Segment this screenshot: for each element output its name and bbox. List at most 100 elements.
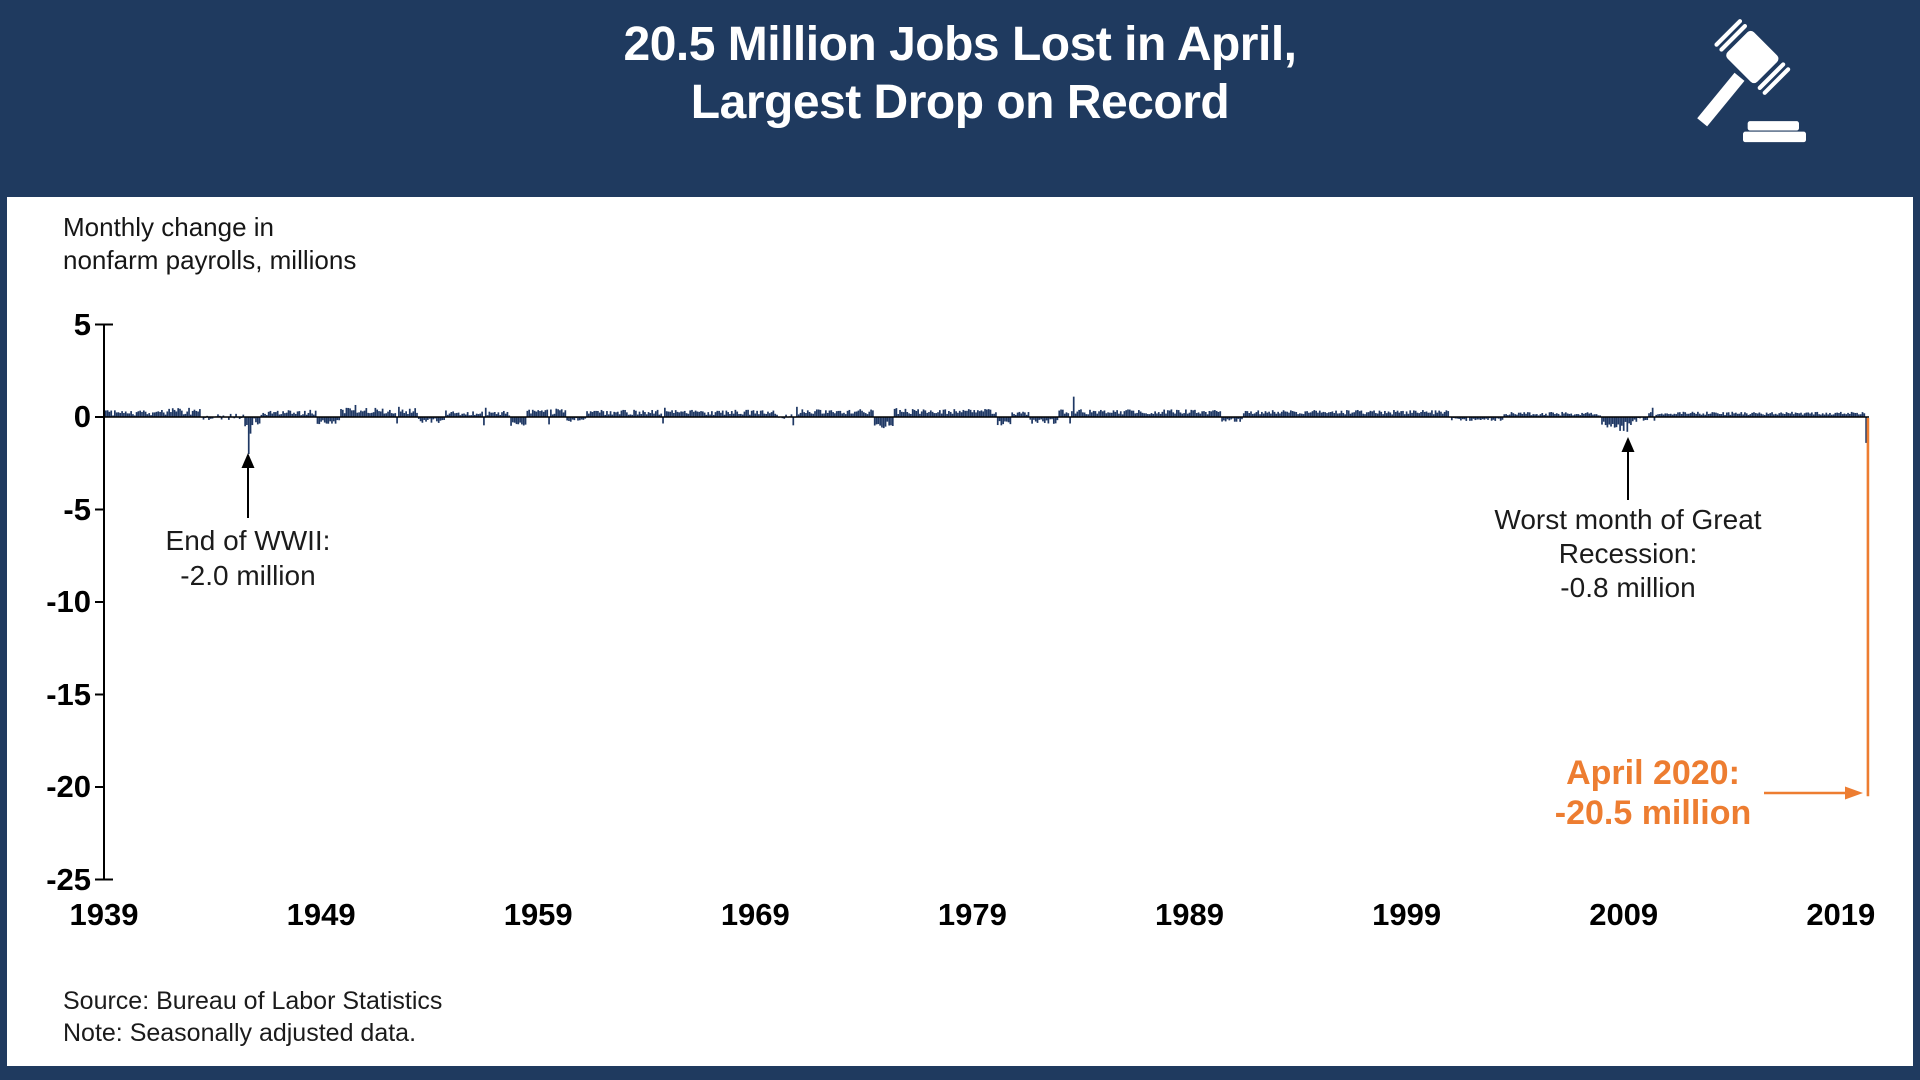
payroll-bar bbox=[358, 412, 360, 417]
payroll-bar bbox=[1821, 413, 1824, 417]
payroll-bar bbox=[817, 409, 820, 417]
payroll-bar bbox=[560, 409, 563, 417]
payroll-bar bbox=[303, 410, 306, 417]
payroll-bar bbox=[1720, 414, 1723, 417]
payroll-bar bbox=[589, 411, 592, 417]
payroll-bar bbox=[1159, 413, 1162, 417]
payroll-bar bbox=[1456, 417, 1459, 419]
payroll-bar bbox=[644, 412, 646, 417]
payroll-bar bbox=[1586, 412, 1589, 417]
payroll-bar bbox=[691, 409, 693, 417]
payroll-bar bbox=[1337, 413, 1339, 417]
payroll-bar bbox=[110, 410, 113, 417]
payroll-bar bbox=[1289, 410, 1292, 417]
payroll-bar bbox=[1832, 414, 1835, 417]
payroll-bar bbox=[1863, 413, 1866, 417]
payroll-bar bbox=[137, 411, 140, 417]
payroll-bar bbox=[910, 413, 912, 417]
payroll-bar bbox=[347, 407, 350, 417]
payroll-bar bbox=[1014, 414, 1017, 417]
payroll-bar bbox=[426, 417, 429, 420]
payroll-bar bbox=[1076, 411, 1079, 417]
payroll-bar bbox=[1763, 414, 1766, 417]
payroll-bar bbox=[1114, 411, 1117, 417]
payroll-bar bbox=[1255, 412, 1258, 417]
payroll-bar bbox=[1671, 414, 1674, 417]
payroll-bar bbox=[1071, 411, 1073, 417]
annotation-recession-line-3: -0.8 million bbox=[1560, 572, 1696, 603]
payroll-bar bbox=[1794, 412, 1797, 417]
payroll-bar bbox=[1481, 417, 1484, 420]
payroll-bar bbox=[707, 412, 710, 417]
payroll-bar bbox=[515, 417, 518, 425]
payroll-bar bbox=[674, 410, 677, 417]
payroll-bar bbox=[421, 417, 424, 423]
payroll-bar bbox=[814, 411, 816, 417]
payroll-bar bbox=[620, 410, 623, 417]
payroll-bar bbox=[692, 411, 695, 417]
payroll-bar bbox=[338, 417, 341, 421]
payroll-bar bbox=[1241, 417, 1243, 420]
payroll-bar bbox=[208, 417, 210, 420]
payroll-bar bbox=[1389, 412, 1392, 417]
payroll-bar bbox=[1642, 417, 1645, 421]
payroll-bar bbox=[1004, 417, 1006, 422]
payroll-bar bbox=[280, 414, 283, 417]
payroll-bar bbox=[1521, 413, 1524, 417]
payroll-bar bbox=[533, 410, 536, 417]
payroll-bar bbox=[1662, 414, 1665, 417]
payroll-bar bbox=[374, 407, 377, 417]
payroll-bar bbox=[361, 411, 364, 417]
payroll-bar bbox=[1154, 411, 1156, 417]
payroll-bar bbox=[973, 410, 976, 417]
payroll-bar bbox=[1148, 414, 1151, 417]
payroll-bar bbox=[989, 409, 992, 417]
payroll-bar bbox=[282, 411, 284, 417]
payroll-bar bbox=[1747, 414, 1750, 417]
payroll-bar bbox=[1270, 413, 1272, 417]
payroll-bar bbox=[436, 417, 438, 422]
payroll-bar bbox=[1118, 413, 1120, 417]
payroll-bar bbox=[1820, 414, 1822, 417]
payroll-bar bbox=[521, 417, 523, 425]
payroll-bar bbox=[1109, 412, 1111, 417]
annotation-recession-line-1: Worst month of Great bbox=[1494, 504, 1762, 535]
payroll-bar bbox=[1847, 412, 1849, 417]
annotation-wwii: End of WWII: -2.0 million bbox=[138, 523, 358, 593]
payroll-bar bbox=[369, 413, 371, 417]
payroll-bar bbox=[1744, 412, 1746, 417]
payroll-bar bbox=[405, 411, 407, 417]
payroll-bar bbox=[1450, 417, 1453, 421]
payroll-bar bbox=[345, 407, 348, 417]
payroll-bar bbox=[1259, 414, 1261, 417]
payroll-bar bbox=[960, 412, 963, 417]
payroll-bar bbox=[1002, 417, 1005, 425]
payroll-bar bbox=[825, 410, 827, 417]
payroll-bar bbox=[1590, 412, 1592, 417]
payroll-bar bbox=[446, 414, 449, 417]
payroll-bar bbox=[1356, 409, 1359, 417]
payroll-bar bbox=[238, 417, 241, 420]
payroll-bar bbox=[1523, 412, 1526, 417]
payroll-bar bbox=[663, 407, 666, 417]
payroll-bar bbox=[242, 414, 245, 417]
payroll-bar bbox=[853, 411, 856, 417]
payroll-bar bbox=[320, 417, 322, 422]
payroll-bar bbox=[1839, 411, 1842, 417]
payroll-bar bbox=[1248, 413, 1251, 417]
payroll-bar bbox=[767, 411, 769, 417]
payroll-bar bbox=[962, 409, 965, 417]
payroll-bar bbox=[459, 415, 462, 417]
payroll-bar bbox=[217, 414, 219, 417]
payroll-bar bbox=[1100, 409, 1102, 417]
payroll-bar bbox=[506, 411, 509, 417]
payroll-bar bbox=[725, 410, 728, 417]
payroll-bar bbox=[774, 413, 777, 417]
payroll-bar bbox=[1698, 413, 1701, 417]
payroll-bar bbox=[1203, 411, 1205, 417]
payroll-bar bbox=[229, 413, 232, 417]
payroll-bar bbox=[106, 410, 109, 417]
payroll-bar bbox=[1208, 410, 1211, 417]
payroll-bar bbox=[349, 408, 351, 417]
payroll-bar bbox=[1311, 411, 1314, 417]
